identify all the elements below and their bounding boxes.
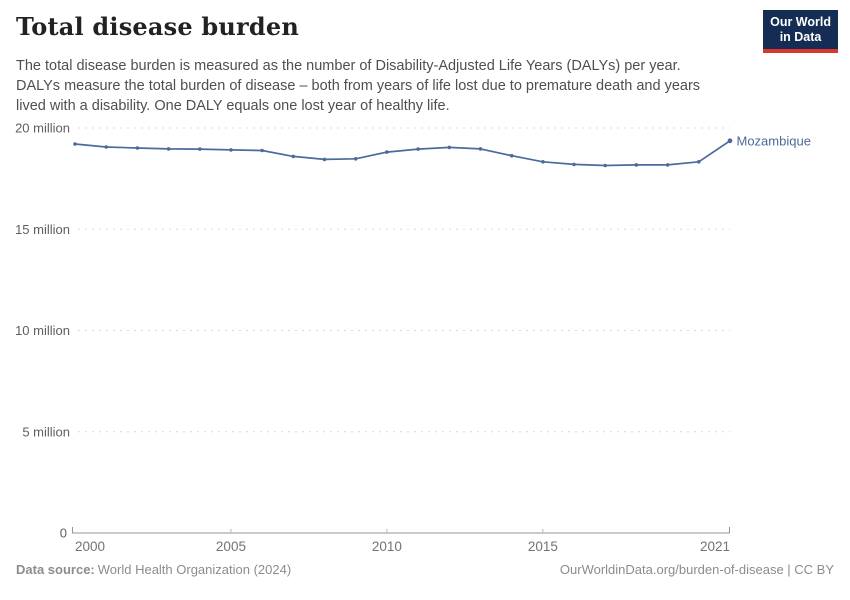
data-point[interactable] bbox=[198, 147, 202, 151]
data-point[interactable] bbox=[260, 148, 264, 153]
x-axis-tick-label: 2000 bbox=[75, 539, 105, 554]
chart-subtitle: The total disease burden is measured as … bbox=[16, 56, 736, 116]
data-point[interactable] bbox=[166, 147, 171, 151]
y-axis-tick-label: 20 million bbox=[15, 121, 70, 136]
subtitle-line: lived with a disability. One DALY equals… bbox=[16, 98, 450, 114]
data-point[interactable] bbox=[541, 160, 545, 164]
y-axis-tick-label: 5 million bbox=[22, 424, 70, 439]
data-point[interactable] bbox=[665, 163, 670, 167]
data-point[interactable] bbox=[447, 145, 452, 150]
data-source-value: World Health Organization (2024) bbox=[97, 562, 292, 577]
entity-label-mozambique[interactable]: Mozambique bbox=[737, 133, 811, 148]
data-point[interactable] bbox=[727, 138, 733, 144]
owid-logo[interactable]: Our World in Data bbox=[763, 10, 838, 53]
y-axis-tick-label: 15 million bbox=[15, 222, 70, 237]
x-axis-tick-label: 2021 bbox=[700, 539, 730, 554]
subtitle-line: The total disease burden is measured as … bbox=[16, 58, 681, 74]
data-source: Data source: World Health Organization (2… bbox=[16, 562, 291, 577]
y-axis-tick-label: 10 million bbox=[15, 323, 70, 338]
x-axis-tick-label: 2005 bbox=[216, 539, 246, 554]
data-source-label: Data source: bbox=[16, 562, 95, 577]
x-axis-tick-label: 2010 bbox=[372, 539, 402, 554]
data-point[interactable] bbox=[634, 163, 639, 167]
x-axis-tick-label: 2015 bbox=[528, 539, 558, 554]
subtitle-line: DALYs measure the total burden of diseas… bbox=[16, 78, 701, 94]
attribution-link[interactable]: OurWorldinData.org/burden-of-disease | C… bbox=[559, 562, 834, 577]
data-point[interactable] bbox=[291, 154, 296, 159]
data-point[interactable] bbox=[416, 147, 420, 151]
owid-logo-line1: Our World bbox=[770, 15, 831, 29]
data-point[interactable] bbox=[353, 157, 358, 161]
footer: Data source: World Health Organization (2… bbox=[16, 562, 834, 577]
data-point[interactable] bbox=[478, 147, 483, 151]
owid-logo-line2: in Data bbox=[779, 29, 822, 44]
data-point[interactable] bbox=[135, 146, 140, 150]
data-point[interactable] bbox=[697, 160, 701, 164]
data-point[interactable] bbox=[322, 157, 327, 162]
data-point[interactable] bbox=[603, 163, 607, 168]
data-point[interactable] bbox=[385, 150, 389, 154]
data-point[interactable] bbox=[104, 145, 108, 149]
data-point[interactable] bbox=[73, 142, 77, 146]
y-axis-tick-label: 0 bbox=[60, 526, 67, 541]
mozambique-line[interactable] bbox=[74, 139, 731, 167]
data-point[interactable] bbox=[229, 148, 233, 152]
page-title: Total disease burden bbox=[16, 12, 299, 41]
data-point[interactable] bbox=[509, 153, 514, 158]
data-point[interactable] bbox=[572, 162, 576, 167]
